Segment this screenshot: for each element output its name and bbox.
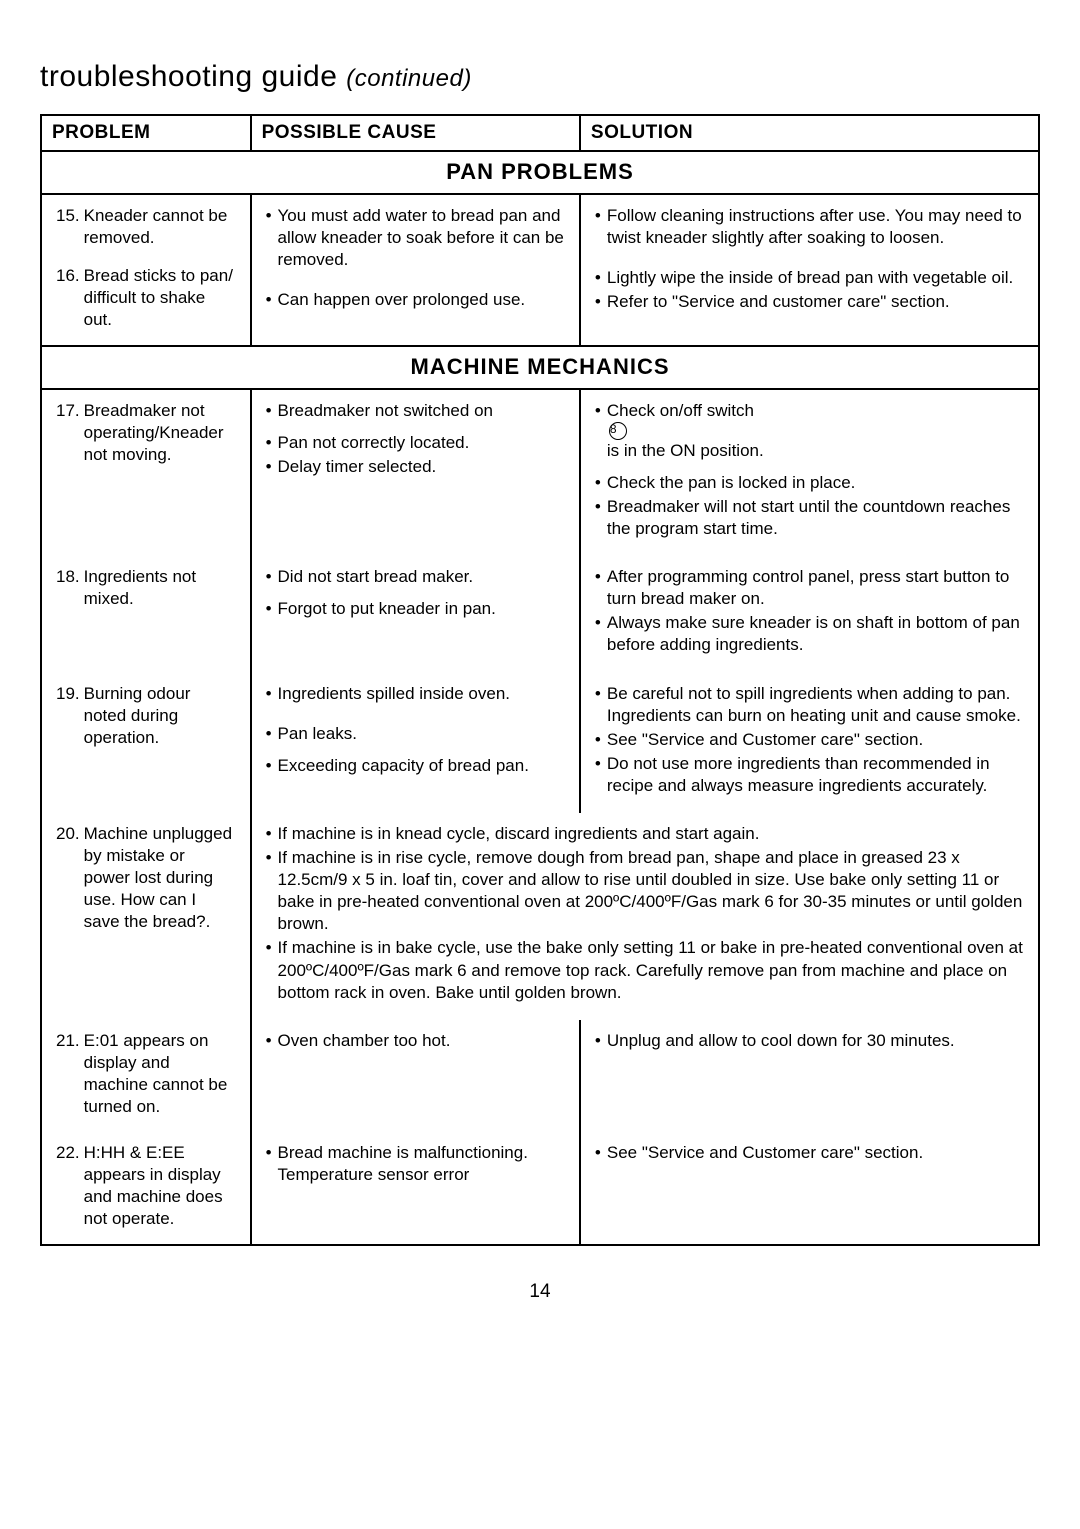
section-row-mech: MACHINE MECHANICS	[41, 346, 1039, 389]
cause-text: Bread machine is malfunctioning. Tempera…	[278, 1142, 565, 1186]
problem-cell: 22. H:HH & E:EE appears in display and m…	[41, 1132, 251, 1245]
problem-text: Machine unplugged by mistake or power lo…	[84, 823, 236, 933]
solution-text: Unplug and allow to cool down for 30 min…	[607, 1030, 955, 1052]
solution-text: Lightly wipe the inside of bread pan wit…	[607, 267, 1013, 289]
solution-cell: Follow cleaning instructions after use. …	[580, 194, 1039, 346]
cause-text: Breadmaker not switched on	[278, 400, 493, 422]
page-title: troubleshooting guide (continued)	[40, 60, 1040, 94]
problem-number: 21.	[56, 1030, 80, 1052]
problem-number: 16.	[56, 265, 80, 287]
table-header-row: PROBLEM POSSIBLE CAUSE SOLUTION	[41, 115, 1039, 151]
problem-number: 19.	[56, 683, 80, 705]
solution-cell: Be careful not to spill ingredients when…	[580, 673, 1039, 813]
cause-text: Can happen over prolonged use.	[278, 289, 526, 311]
solution-text: If machine is in rise cycle, remove doug…	[278, 847, 1024, 935]
header-cause: POSSIBLE CAUSE	[251, 115, 580, 151]
problem-cell: 18. Ingredients not mixed.	[41, 556, 251, 672]
cause-text: You must add water to bread pan and allo…	[278, 205, 565, 271]
table-row: 20. Machine unplugged by mistake or powe…	[41, 813, 1039, 1020]
problem-text: Breadmaker not operating/Kneader not mov…	[84, 400, 236, 466]
page-number: 14	[40, 1281, 1040, 1303]
cause-text: Ingredients spilled inside oven.	[278, 683, 510, 705]
title-main: troubleshooting guide	[40, 60, 346, 93]
cause-text: Exceeding capacity of bread pan.	[278, 755, 529, 777]
solution-cell: See "Service and Customer care" section.	[580, 1132, 1039, 1245]
table-row: 19. Burning odour noted during operation…	[41, 673, 1039, 813]
table-row: 17. Breadmaker not operating/Kneader not…	[41, 389, 1039, 556]
header-solution: SOLUTION	[580, 115, 1039, 151]
table-row: 18. Ingredients not mixed. Did not start…	[41, 556, 1039, 672]
section-row-pan: PAN PROBLEMS	[41, 151, 1039, 194]
solution-text: Always make sure kneader is on shaft in …	[607, 612, 1024, 656]
cause-text: Pan not correctly located.	[278, 432, 470, 454]
solution-cell: After programming control panel, press s…	[580, 556, 1039, 672]
solution-text: After programming control panel, press s…	[607, 566, 1024, 610]
solution-text: Check on/off switch 8 is in the ON posit…	[607, 400, 764, 462]
section-machine-mechanics: MACHINE MECHANICS	[41, 346, 1039, 389]
cause-text: Oven chamber too hot.	[278, 1030, 451, 1052]
problem-cell: 17. Breadmaker not operating/Kneader not…	[41, 389, 251, 556]
problem-text: Burning odour noted during operation.	[84, 683, 236, 749]
solution-text: If machine is in knead cycle, discard in…	[278, 823, 760, 845]
problem-number: 22.	[56, 1142, 80, 1164]
cause-cell: Oven chamber too hot.	[251, 1020, 580, 1132]
cause-text: Delay timer selected.	[278, 456, 437, 478]
header-problem: PROBLEM	[41, 115, 251, 151]
problem-cell: 20. Machine unplugged by mistake or powe…	[41, 813, 251, 1020]
solution-text: See "Service and Customer care" section.	[607, 729, 923, 751]
problem-text: Bread sticks to pan/ difficult to shake …	[84, 265, 236, 331]
cause-text: Forgot to put kneader in pan.	[278, 598, 496, 620]
table-row: 22. H:HH & E:EE appears in display and m…	[41, 1132, 1039, 1245]
cause-cell: Bread machine is malfunctioning. Tempera…	[251, 1132, 580, 1245]
problem-cell: 19. Burning odour noted during operation…	[41, 673, 251, 813]
cause-text: Pan leaks.	[278, 723, 357, 745]
solution-cell: Check on/off switch 8 is in the ON posit…	[580, 389, 1039, 556]
problem-number: 15.	[56, 205, 80, 227]
cause-text: Did not start bread maker.	[278, 566, 474, 588]
section-pan-problems: PAN PROBLEMS	[41, 151, 1039, 194]
problem-number: 17.	[56, 400, 80, 422]
problem-number: 18.	[56, 566, 80, 588]
table-row: 15. Kneader cannot be removed. 16. Bread…	[41, 194, 1039, 346]
solution-text: Be careful not to spill ingredients when…	[607, 683, 1024, 727]
problem-text: Ingredients not mixed.	[84, 566, 236, 610]
solution-text: See "Service and Customer care" section.	[607, 1142, 923, 1164]
cause-cell: Breadmaker not switched on Pan not corre…	[251, 389, 580, 556]
solution-text: Do not use more ingredients than recomme…	[607, 753, 1024, 797]
merged-solution-cell: If machine is in knead cycle, discard in…	[251, 813, 1039, 1020]
problem-text: Kneader cannot be removed.	[84, 205, 236, 249]
solution-text: Follow cleaning instructions after use. …	[607, 205, 1024, 249]
solution-text: Breadmaker will not start until the coun…	[607, 496, 1024, 540]
cause-cell: Ingredients spilled inside oven. Pan lea…	[251, 673, 580, 813]
problem-text: H:HH & E:EE appears in display and machi…	[84, 1142, 236, 1230]
problem-cell: 21. E:01 appears on display and machine …	[41, 1020, 251, 1132]
cause-cell: Did not start bread maker. Forgot to put…	[251, 556, 580, 672]
solution-text: If machine is in bake cycle, use the bak…	[278, 937, 1024, 1003]
circled-number-icon: 8	[609, 422, 627, 440]
solution-text: Refer to "Service and customer care" sec…	[607, 291, 950, 313]
title-continued: (continued)	[346, 65, 472, 92]
troubleshooting-table: PROBLEM POSSIBLE CAUSE SOLUTION PAN PROB…	[40, 114, 1040, 1246]
solution-text: Check the pan is locked in place.	[607, 472, 856, 494]
table-row: 21. E:01 appears on display and machine …	[41, 1020, 1039, 1132]
problem-cell: 15. Kneader cannot be removed. 16. Bread…	[41, 194, 251, 346]
problem-text: E:01 appears on display and machine cann…	[84, 1030, 236, 1118]
solution-cell: Unplug and allow to cool down for 30 min…	[580, 1020, 1039, 1132]
cause-cell: You must add water to bread pan and allo…	[251, 194, 580, 346]
problem-number: 20.	[56, 823, 80, 845]
